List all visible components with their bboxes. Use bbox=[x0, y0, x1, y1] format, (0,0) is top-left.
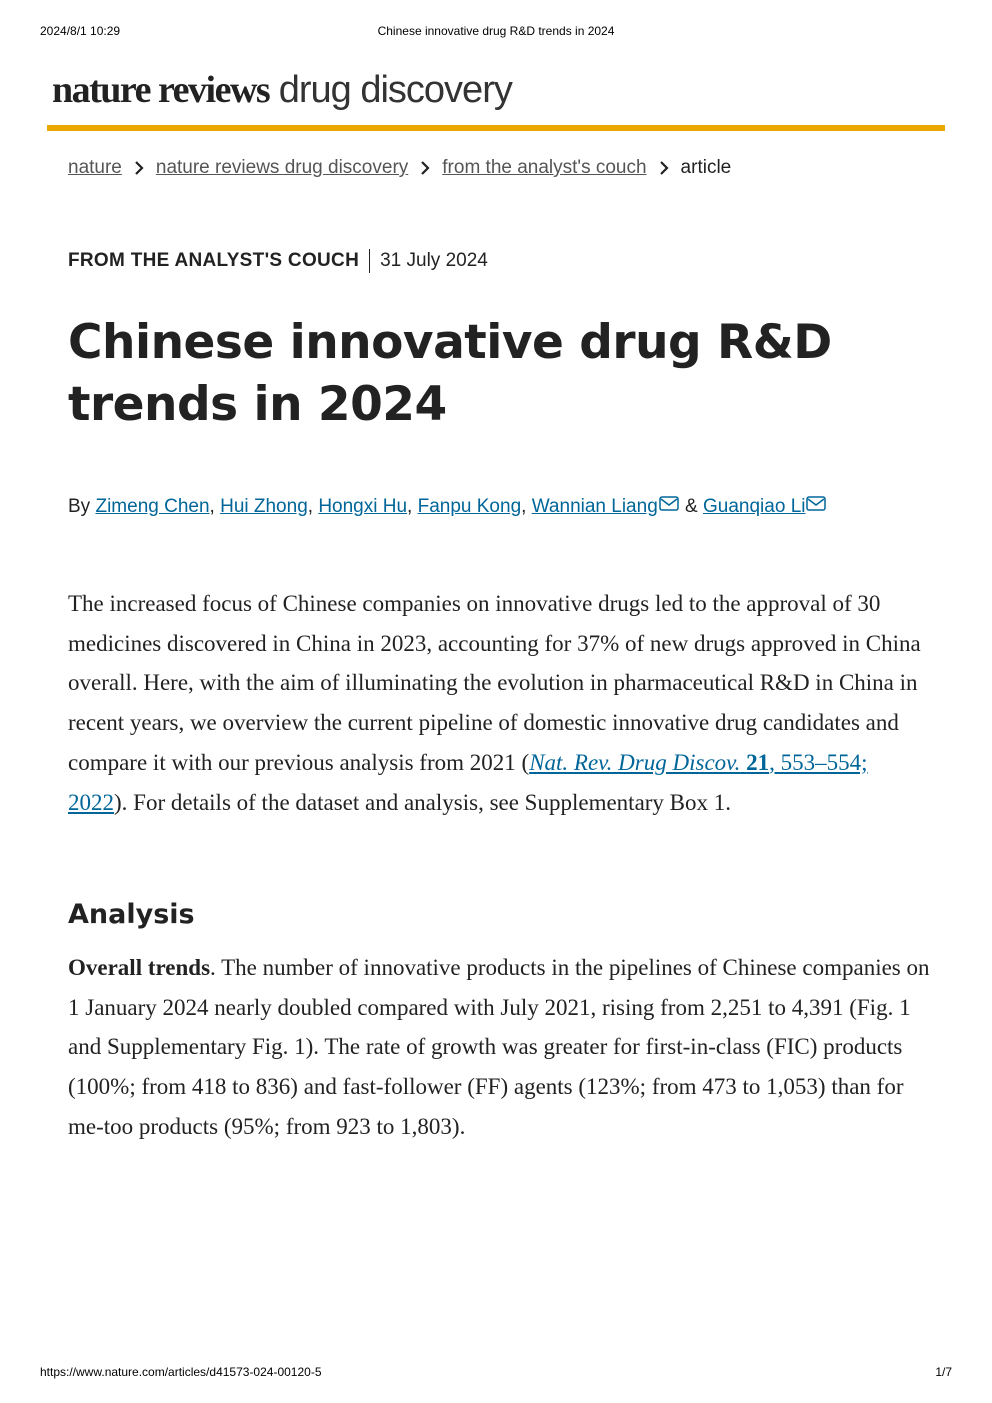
masthead-rule bbox=[47, 125, 945, 131]
brand-bold: nature reviews bbox=[52, 69, 271, 111]
crumb-current: article bbox=[680, 157, 732, 178]
article-type: FROM THE ANALYST'S COUCH bbox=[68, 250, 360, 271]
citation-volume: 21 bbox=[746, 749, 770, 775]
divider bbox=[369, 249, 371, 273]
author[interactable]: Zimeng Chen bbox=[95, 496, 210, 517]
chevron bbox=[135, 161, 144, 175]
crumb-link[interactable]: from the analyst's couch bbox=[442, 157, 647, 178]
section-paragraph: Overall trends. The number of innovative… bbox=[68, 948, 930, 1147]
separator: , bbox=[407, 496, 413, 517]
crumb-link[interactable]: nature reviews drug discovery bbox=[155, 157, 409, 178]
abstract: The increased focus of Chinese companies… bbox=[68, 584, 930, 822]
print-datetime: 2024/8/1 10:29 bbox=[40, 24, 121, 38]
chevron bbox=[659, 161, 669, 175]
author[interactable]: Guanqiao Li bbox=[703, 496, 806, 517]
author[interactable]: Hongxi Hu bbox=[318, 496, 408, 517]
conjunction: & bbox=[685, 496, 698, 517]
separator: , bbox=[307, 496, 314, 517]
breadcrumb: nature nature reviews drug discovery fro… bbox=[68, 157, 731, 179]
author[interactable]: Hui Zhong bbox=[220, 496, 308, 517]
date: 31 July 2024 bbox=[380, 250, 488, 271]
abstract-text: ). For details of the dataset and analys… bbox=[114, 789, 732, 815]
print-url: https://www.nature.com/articles/d41573-0… bbox=[40, 1365, 322, 1379]
byline: By Zimeng Chen, Hui Zhong, Hongxi Hu, Fa… bbox=[68, 496, 827, 518]
citation-pages: , 553–554; 2022 bbox=[68, 749, 868, 815]
article-title: Chinese innovative drug R&D trends in 20… bbox=[68, 315, 832, 432]
paragraph-lead: Overall trends bbox=[68, 955, 211, 980]
paragraph-text: . The number of innovative products in t… bbox=[68, 955, 930, 1139]
masthead[interactable]: nature reviews drug discovery bbox=[52, 68, 513, 112]
print-title: Chinese innovative drug R&D trends in 20… bbox=[377, 24, 615, 38]
by-prefix: By bbox=[68, 496, 91, 517]
article-meta: FROM THE ANALYST'S COUCH 31 July 2024 bbox=[68, 249, 488, 273]
print-page: 1/7 bbox=[935, 1365, 952, 1379]
chevron bbox=[421, 161, 430, 175]
author[interactable]: Fanpu Kong bbox=[417, 496, 522, 517]
separator: , bbox=[209, 496, 215, 517]
brand-light: drug discovery bbox=[278, 69, 513, 111]
section-heading: Analysis bbox=[68, 899, 195, 930]
mail-icon[interactable] bbox=[658, 496, 680, 512]
citation-link[interactable]: Nat. Rev. Drug Discov. 21, 553–554; 2022 bbox=[68, 750, 868, 815]
crumb-link[interactable]: nature bbox=[68, 157, 122, 178]
separator: , bbox=[521, 496, 527, 517]
mail-icon[interactable] bbox=[805, 496, 827, 512]
citation-journal: Nat. Rev. Drug Discov. bbox=[529, 749, 741, 775]
author[interactable]: Wannian Liang bbox=[531, 496, 658, 517]
abstract-text: The increased focus of Chinese companies… bbox=[68, 591, 921, 775]
